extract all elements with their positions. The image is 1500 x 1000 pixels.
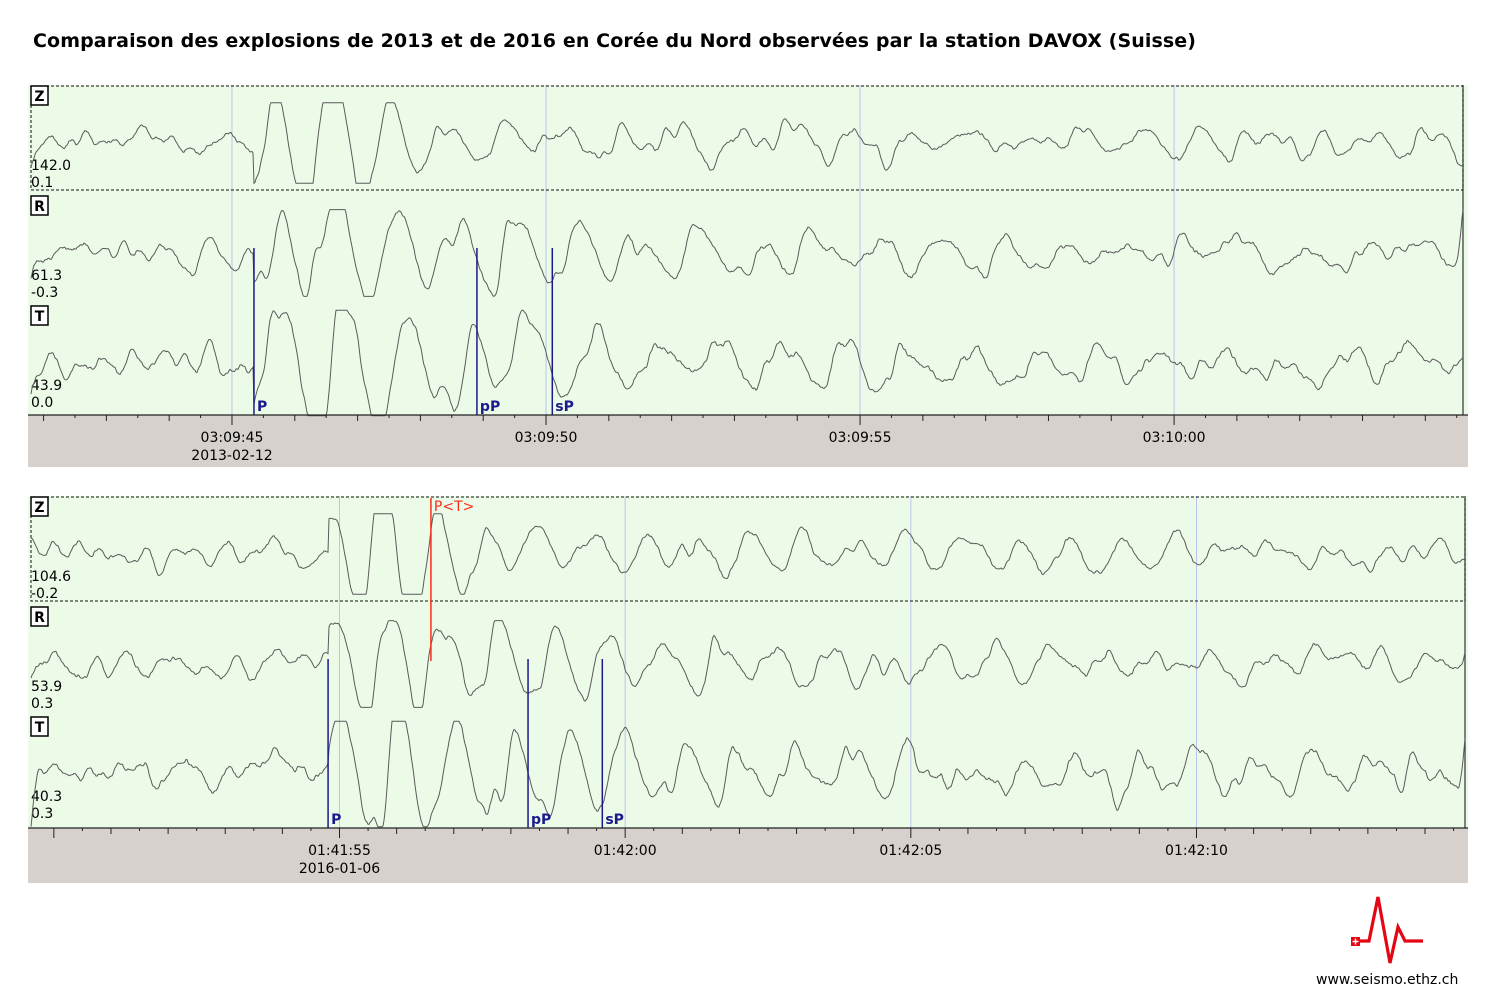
channel-min-label: 0.3 bbox=[31, 696, 53, 712]
channel-name: T bbox=[35, 309, 45, 325]
date-label: 2013-02-12 bbox=[191, 448, 272, 464]
time-axis-band bbox=[28, 415, 1468, 467]
channel-max-label: 104.6 bbox=[31, 569, 71, 585]
trace-area bbox=[28, 496, 1468, 828]
channel-name: R bbox=[34, 199, 45, 215]
date-label: 2016-01-06 bbox=[299, 861, 380, 877]
tick-label: 03:09:55 bbox=[829, 430, 892, 446]
channel-name: Z bbox=[34, 500, 44, 516]
tick-label: 01:42:10 bbox=[1165, 843, 1228, 859]
tick-label: 01:42:05 bbox=[879, 843, 942, 859]
pick-label: P<T> bbox=[434, 499, 474, 515]
channel-max-label: 43.9 bbox=[31, 378, 62, 394]
channel-max-label: 61.3 bbox=[31, 268, 62, 284]
trace-area bbox=[28, 85, 1468, 415]
channel-label-R: R bbox=[30, 195, 49, 216]
phase-pick-pP: pP bbox=[527, 659, 551, 828]
channel-label-box bbox=[30, 716, 49, 737]
phase-pick-P: P bbox=[253, 248, 267, 415]
channel-label-T: T bbox=[30, 716, 49, 737]
phase-pick-pP: pP bbox=[476, 248, 500, 415]
channel-min-label: -0.2 bbox=[31, 586, 58, 602]
tick-label: 03:09:45 bbox=[201, 430, 264, 446]
pick-label: P bbox=[331, 812, 341, 828]
pick-label: pP bbox=[531, 812, 551, 828]
pick-label: sP bbox=[555, 399, 574, 415]
pick-label: pP bbox=[480, 399, 500, 415]
pick-label: sP bbox=[605, 812, 624, 828]
waveform-Z bbox=[31, 513, 1466, 595]
channel-label-R: R bbox=[30, 606, 49, 627]
page-title: Comparaison des explosions de 2013 et de… bbox=[33, 30, 1197, 52]
phase-pick-sP: sP bbox=[601, 659, 624, 828]
phase-pick-sP: sP bbox=[551, 248, 574, 415]
channel-min-label: -0.3 bbox=[31, 285, 58, 301]
channel-label-box bbox=[30, 606, 49, 627]
waveform-T bbox=[30, 720, 1466, 828]
sed-logo-icon bbox=[1351, 896, 1423, 964]
tick-label: 01:41:55 bbox=[308, 843, 371, 859]
tick-label: 03:10:00 bbox=[1143, 430, 1206, 446]
channel-max-label: 40.3 bbox=[31, 789, 62, 805]
selected-channel-frame bbox=[30, 496, 1466, 602]
tick-label: 03:09:50 bbox=[515, 430, 578, 446]
waveform-T bbox=[30, 309, 1464, 417]
waveform-R bbox=[30, 209, 1464, 298]
channel-label-box bbox=[30, 195, 49, 216]
channel-label-box bbox=[30, 305, 49, 326]
channel-label-box bbox=[30, 85, 49, 106]
phase-pick-PT: P<T> bbox=[430, 498, 474, 661]
channel-label-box bbox=[30, 496, 49, 517]
channel-name: T bbox=[35, 720, 45, 736]
channel-name: Z bbox=[34, 89, 44, 105]
channel-min-label: 0.1 bbox=[31, 175, 53, 191]
channel-label-Z: Z bbox=[30, 85, 49, 106]
channel-name: R bbox=[34, 610, 45, 626]
waveform-R bbox=[30, 620, 1466, 708]
channel-max-label: 53.9 bbox=[31, 679, 62, 695]
selected-channel-frame bbox=[30, 85, 1464, 191]
time-axis-band bbox=[28, 828, 1468, 883]
channel-min-label: 0.3 bbox=[31, 806, 53, 822]
waveform-Z bbox=[30, 102, 1464, 185]
tick-label: 01:42:00 bbox=[594, 843, 657, 859]
pick-label: P bbox=[257, 399, 267, 415]
website-link[interactable]: www.seismo.ethz.ch bbox=[1316, 972, 1459, 988]
channel-label-Z: Z bbox=[30, 496, 49, 517]
channel-min-label: 0.0 bbox=[31, 395, 53, 411]
channel-max-label: 142.0 bbox=[31, 158, 71, 174]
phase-pick-P: P bbox=[327, 659, 341, 828]
channel-label-T: T bbox=[30, 305, 49, 326]
